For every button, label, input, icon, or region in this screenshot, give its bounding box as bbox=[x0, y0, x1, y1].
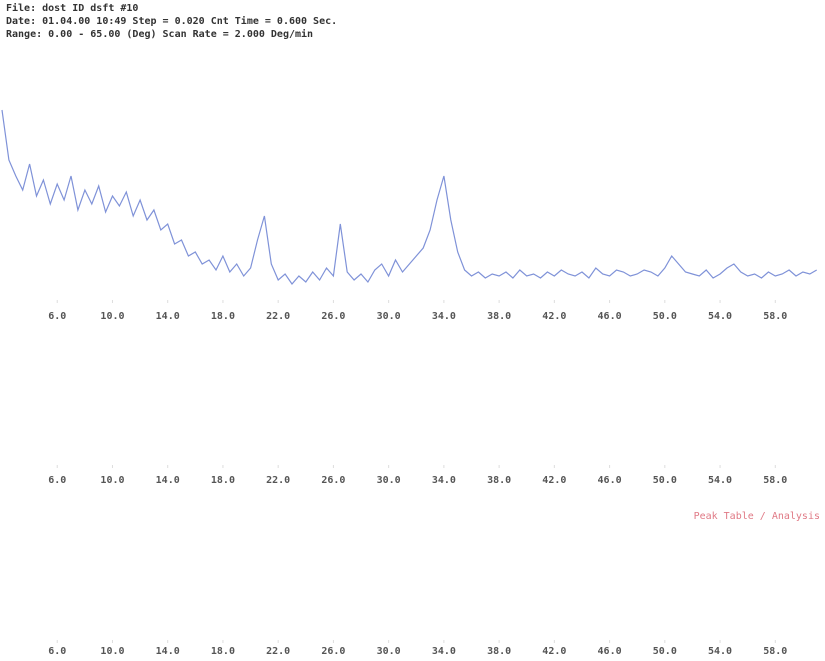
x-tick-label: 30.0 bbox=[377, 646, 401, 657]
x-tick-label: 22.0 bbox=[266, 311, 290, 322]
xrd-pattern bbox=[1, 109, 818, 285]
x-tick-label: 30.0 bbox=[377, 311, 401, 322]
x-tick-label: 34.0 bbox=[432, 475, 456, 486]
x-tick-label: 58.0 bbox=[763, 475, 787, 486]
x-tick-label: 6.0 bbox=[48, 475, 66, 486]
x-tick-label: 50.0 bbox=[653, 475, 677, 486]
x-tick-label: 50.0 bbox=[653, 646, 677, 657]
x-tick-label: 6.0 bbox=[48, 646, 66, 657]
x-tick-label: 30.0 bbox=[377, 475, 401, 486]
x-tick-label: 10.0 bbox=[100, 646, 124, 657]
x-tick-label: 18.0 bbox=[211, 311, 235, 322]
x-tick-label: 14.0 bbox=[156, 646, 180, 657]
x-tick-label: 34.0 bbox=[432, 646, 456, 657]
x-tick-label: 6.0 bbox=[48, 311, 66, 322]
x-tick-label: 22.0 bbox=[266, 646, 290, 657]
x-tick-label: 54.0 bbox=[708, 475, 732, 486]
x-tick-label: 38.0 bbox=[487, 311, 511, 322]
x-tick-label: 58.0 bbox=[763, 311, 787, 322]
x-tick-label: 18.0 bbox=[211, 646, 235, 657]
header-line: File: dost ID dsft #10 bbox=[6, 2, 138, 14]
x-tick-label: 38.0 bbox=[487, 646, 511, 657]
x-tick-label: 42.0 bbox=[542, 311, 566, 322]
x-tick-label: 26.0 bbox=[321, 475, 345, 486]
x-tick-label: 14.0 bbox=[156, 475, 180, 486]
x-tick-label: 46.0 bbox=[598, 311, 622, 322]
x-tick-label: 46.0 bbox=[598, 475, 622, 486]
x-tick-label: 42.0 bbox=[542, 646, 566, 657]
x-tick-label: 10.0 bbox=[100, 311, 124, 322]
x-tick-label: 18.0 bbox=[211, 475, 235, 486]
header-line: Range: 0.00 - 65.00 (Deg) Scan Rate = 2.… bbox=[6, 28, 313, 40]
x-tick-label: 26.0 bbox=[321, 311, 345, 322]
x-tick-label: 54.0 bbox=[708, 646, 732, 657]
x-tick-label: 46.0 bbox=[598, 646, 622, 657]
note: Peak Table / Analysis bbox=[694, 511, 820, 522]
x-tick-label: 58.0 bbox=[763, 646, 787, 657]
x-tick-label: 34.0 bbox=[432, 311, 456, 322]
x-tick-label: 14.0 bbox=[156, 311, 180, 322]
x-tick-label: 26.0 bbox=[321, 646, 345, 657]
x-tick-label: 50.0 bbox=[653, 311, 677, 322]
x-tick-label: 38.0 bbox=[487, 475, 511, 486]
x-tick-label: 10.0 bbox=[100, 475, 124, 486]
x-tick-label: 54.0 bbox=[708, 311, 732, 322]
header-line: Date: 01.04.00 10:49 Step = 0.020 Cnt Ti… bbox=[6, 15, 337, 27]
x-tick-label: 42.0 bbox=[542, 475, 566, 486]
x-tick-label: 22.0 bbox=[266, 475, 290, 486]
